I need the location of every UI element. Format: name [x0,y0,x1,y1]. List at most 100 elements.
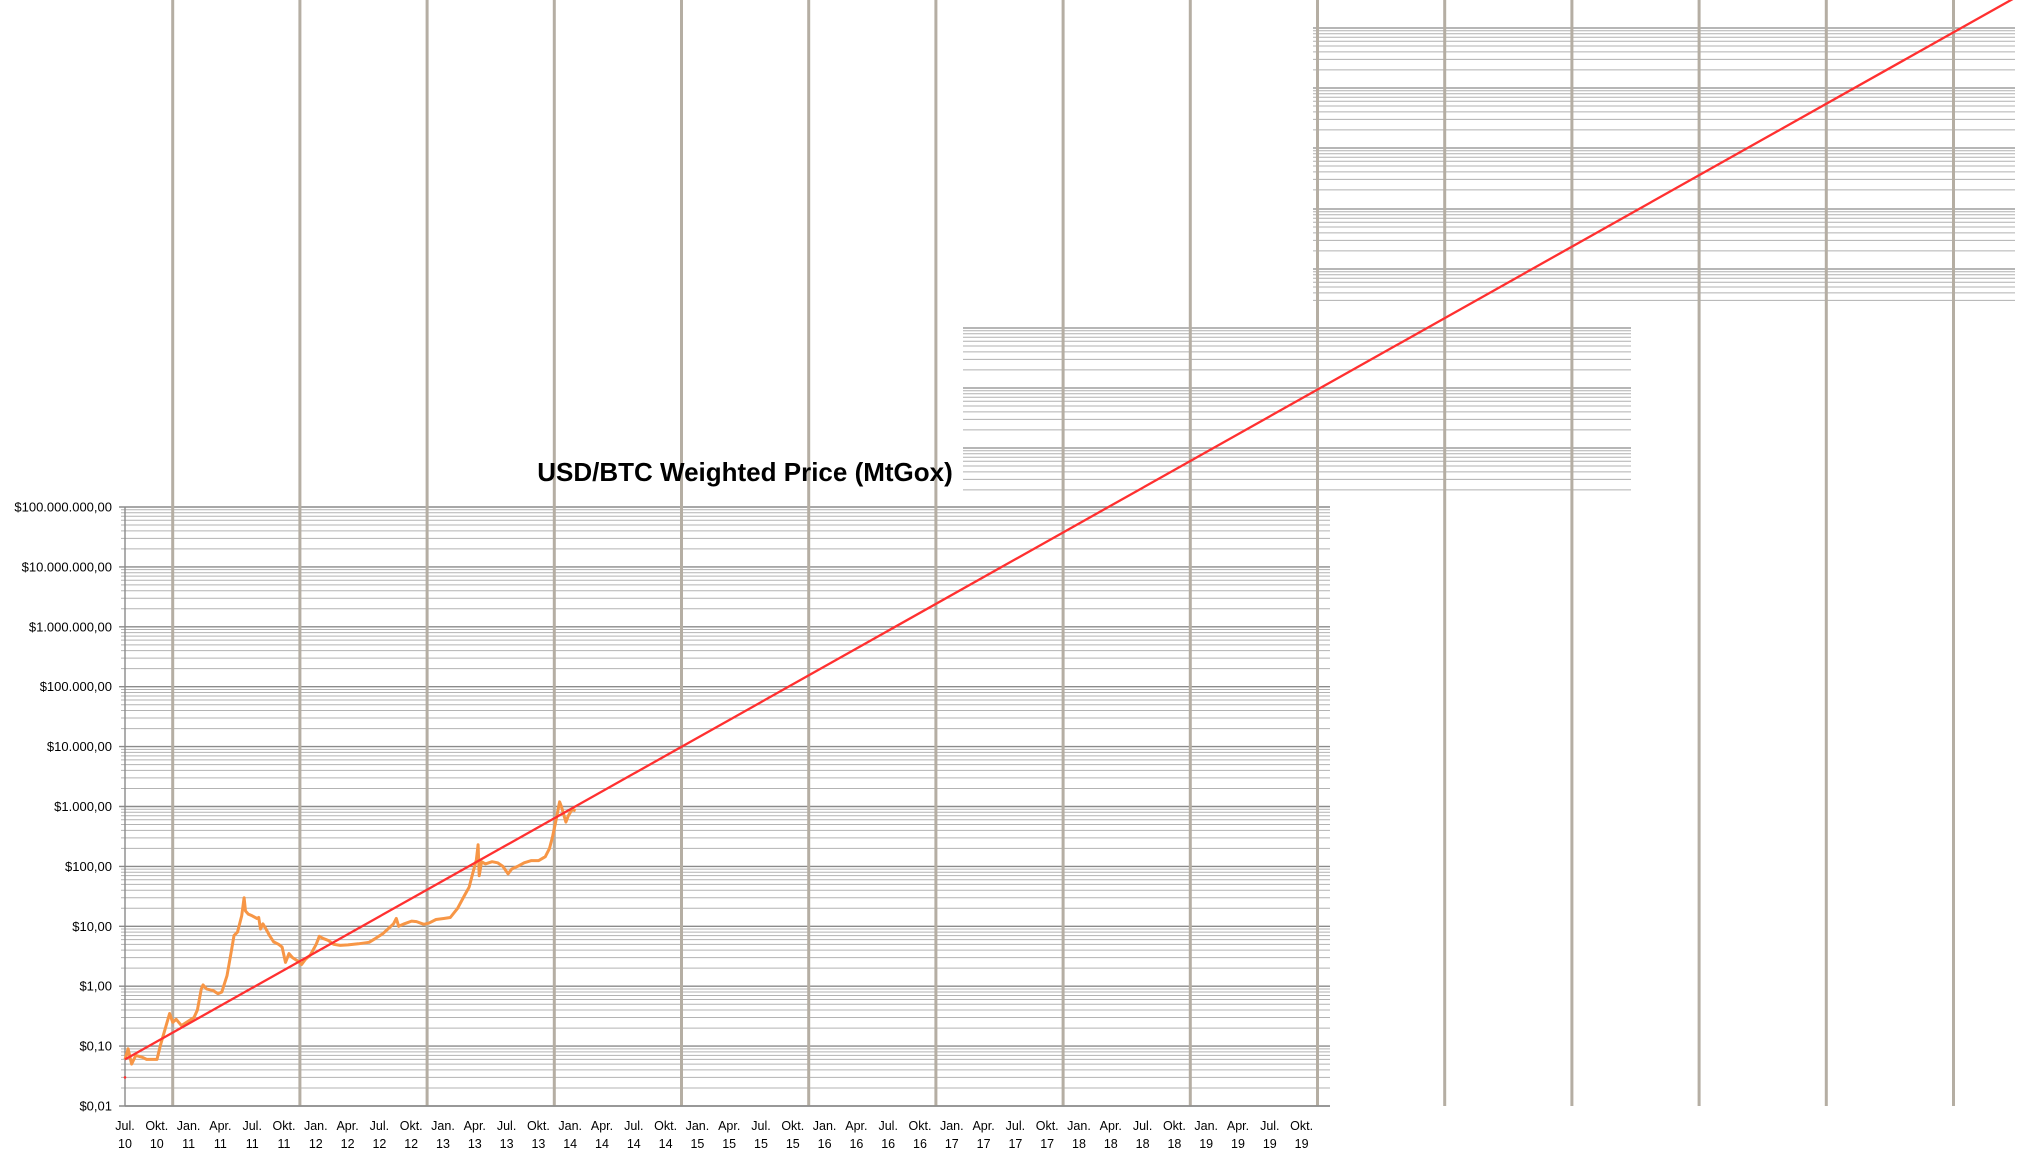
x-tick-label-month: Jul. [878,1119,897,1133]
x-tick-label-month: Apr. [464,1119,486,1133]
x-tick-label-month: Okt. [781,1119,804,1133]
x-tick-label-year: 11 [278,1137,291,1151]
x-tick-label-month: Jan. [940,1119,964,1133]
x-tick-label-year: 19 [1231,1137,1245,1151]
x-tick-label-year: 12 [341,1137,355,1151]
x-tick-label-year: 14 [595,1137,609,1151]
x-tick-label-month: Jul. [751,1119,770,1133]
x-tick-label-month: Jan. [813,1119,837,1133]
y-tick-label: $1.000.000,00 [29,619,112,634]
x-tick-label-month: Apr. [845,1119,867,1133]
x-tick-label-month: Apr. [591,1119,613,1133]
vertical-gridlines [171,0,1955,1106]
x-tick-label-month: Jul. [1260,1119,1279,1133]
x-tick-label-month: Jan. [558,1119,582,1133]
x-tick-label-year: 19 [1295,1137,1309,1151]
y-tick-label: $0,10 [79,1039,112,1054]
x-tick-label-month: Jul. [115,1119,134,1133]
x-tick-label-year: 19 [1199,1137,1213,1151]
x-tick-label-month: Okt. [654,1119,677,1133]
x-tick-label-year: 13 [468,1137,482,1151]
x-tick-label-year: 13 [436,1137,450,1151]
x-tick-label-year: 17 [945,1137,959,1151]
horizontal-gridlines [119,506,1330,1107]
trend-start-marker [123,1076,127,1079]
x-tick-label-year: 18 [1167,1137,1181,1151]
x-tick-label-year: 12 [404,1137,418,1151]
y-tick-label: $10,00 [72,919,112,934]
x-tick-label-month: Jul. [624,1119,643,1133]
trendline [123,0,2014,1079]
x-tick-label-year: 17 [1040,1137,1054,1151]
x-tick-label-month: Jan. [1194,1119,1218,1133]
x-tick-label-year: 15 [690,1137,704,1151]
y-axis-tick-labels: $0,01 $0,10 $1,00 $10,00 $100,00 $1.000,00 $10… [14,500,112,1114]
x-tick-label-month: Jul. [1133,1119,1152,1133]
x-tick-label-year: 18 [1136,1137,1150,1151]
y-tick-label: $0,01 [79,1099,112,1114]
x-tick-label-year: 16 [881,1137,895,1151]
x-tick-label-month: Jul. [1006,1119,1025,1133]
y-tick-label: $100.000,00 [40,679,112,694]
x-tick-label-month: Apr. [972,1119,994,1133]
x-tick-label-year: 16 [818,1137,832,1151]
axes [124,507,1330,1107]
x-tick-label-month: Okt. [909,1119,932,1133]
chart-title: USD/BTC Weighted Price (MtGox) [537,457,953,487]
x-tick-label-month: Okt. [1163,1119,1186,1133]
x-tick-label-month: Jul. [497,1119,516,1133]
y-tick-label: $1,00 [79,979,112,994]
x-tick-label-year: 18 [1072,1137,1086,1151]
x-tick-label-year: 11 [214,1137,227,1151]
x-axis-tick-labels: Jul. 10 Okt. 10 Jan. 11 Apr. 11 Jul. 11 Okt. 11 Jan.… [115,1119,1313,1151]
x-tick-label-year: 10 [150,1137,164,1151]
x-tick-label-year: 17 [977,1137,991,1151]
x-tick-label-year: 15 [722,1137,736,1151]
stray-gridline-blocks [963,27,2015,491]
x-tick-label-month: Jan. [686,1119,710,1133]
x-tick-label-month: Jan. [431,1119,455,1133]
x-tick-label-year: 12 [372,1137,386,1151]
price-line [123,800,577,1066]
x-tick-label-month: Apr. [336,1119,358,1133]
x-tick-label-month: Apr. [1100,1119,1122,1133]
x-tick-label-month: Okt. [1290,1119,1313,1133]
x-tick-label-month: Okt. [273,1119,296,1133]
x-tick-label-month: Jan. [1067,1119,1091,1133]
x-tick-label-year: 11 [182,1137,195,1151]
x-tick-label-month: Jul. [242,1119,261,1133]
trend-line [124,0,2014,1061]
x-tick-label-year: 11 [246,1137,259,1151]
x-tick-label-month: Jan. [304,1119,328,1133]
x-tick-label-year: 14 [627,1137,641,1151]
x-tick-label-year: 14 [659,1137,673,1151]
x-tick-label-year: 15 [786,1137,800,1151]
x-tick-label-year: 18 [1104,1137,1118,1151]
x-tick-label-year: 14 [563,1137,577,1151]
x-tick-label-month: Okt. [527,1119,550,1133]
x-tick-label-year: 16 [849,1137,863,1151]
x-tick-label-year: 19 [1263,1137,1277,1151]
x-tick-label-month: Apr. [209,1119,231,1133]
x-tick-label-year: 17 [1008,1137,1022,1151]
x-tick-label-year: 12 [309,1137,323,1151]
y-tick-label: $100.000.000,00 [14,500,112,515]
y-tick-label: $10.000,00 [47,739,112,754]
x-tick-label-year: 13 [531,1137,545,1151]
x-tick-label-month: Apr. [1227,1119,1249,1133]
y-tick-label: $100,00 [65,859,112,874]
x-tick-label-year: 16 [913,1137,927,1151]
price-series [123,800,577,1066]
x-tick-label-year: 15 [754,1137,768,1151]
y-tick-label: $10.000.000,00 [22,559,112,574]
x-tick-label-month: Apr. [718,1119,740,1133]
x-tick-label-year: 10 [118,1137,132,1151]
x-tick-label-month: Jul. [370,1119,389,1133]
x-tick-label-month: Okt. [400,1119,423,1133]
x-tick-label-month: Okt. [145,1119,168,1133]
y-tick-label: $1.000,00 [54,799,112,814]
x-tick-label-year: 13 [500,1137,514,1151]
x-tick-label-month: Okt. [1036,1119,1059,1133]
x-tick-label-month: Jan. [177,1119,201,1133]
